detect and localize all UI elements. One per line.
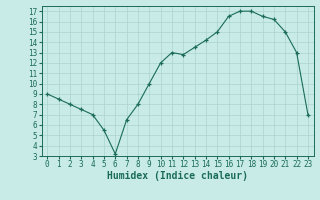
X-axis label: Humidex (Indice chaleur): Humidex (Indice chaleur): [107, 171, 248, 181]
